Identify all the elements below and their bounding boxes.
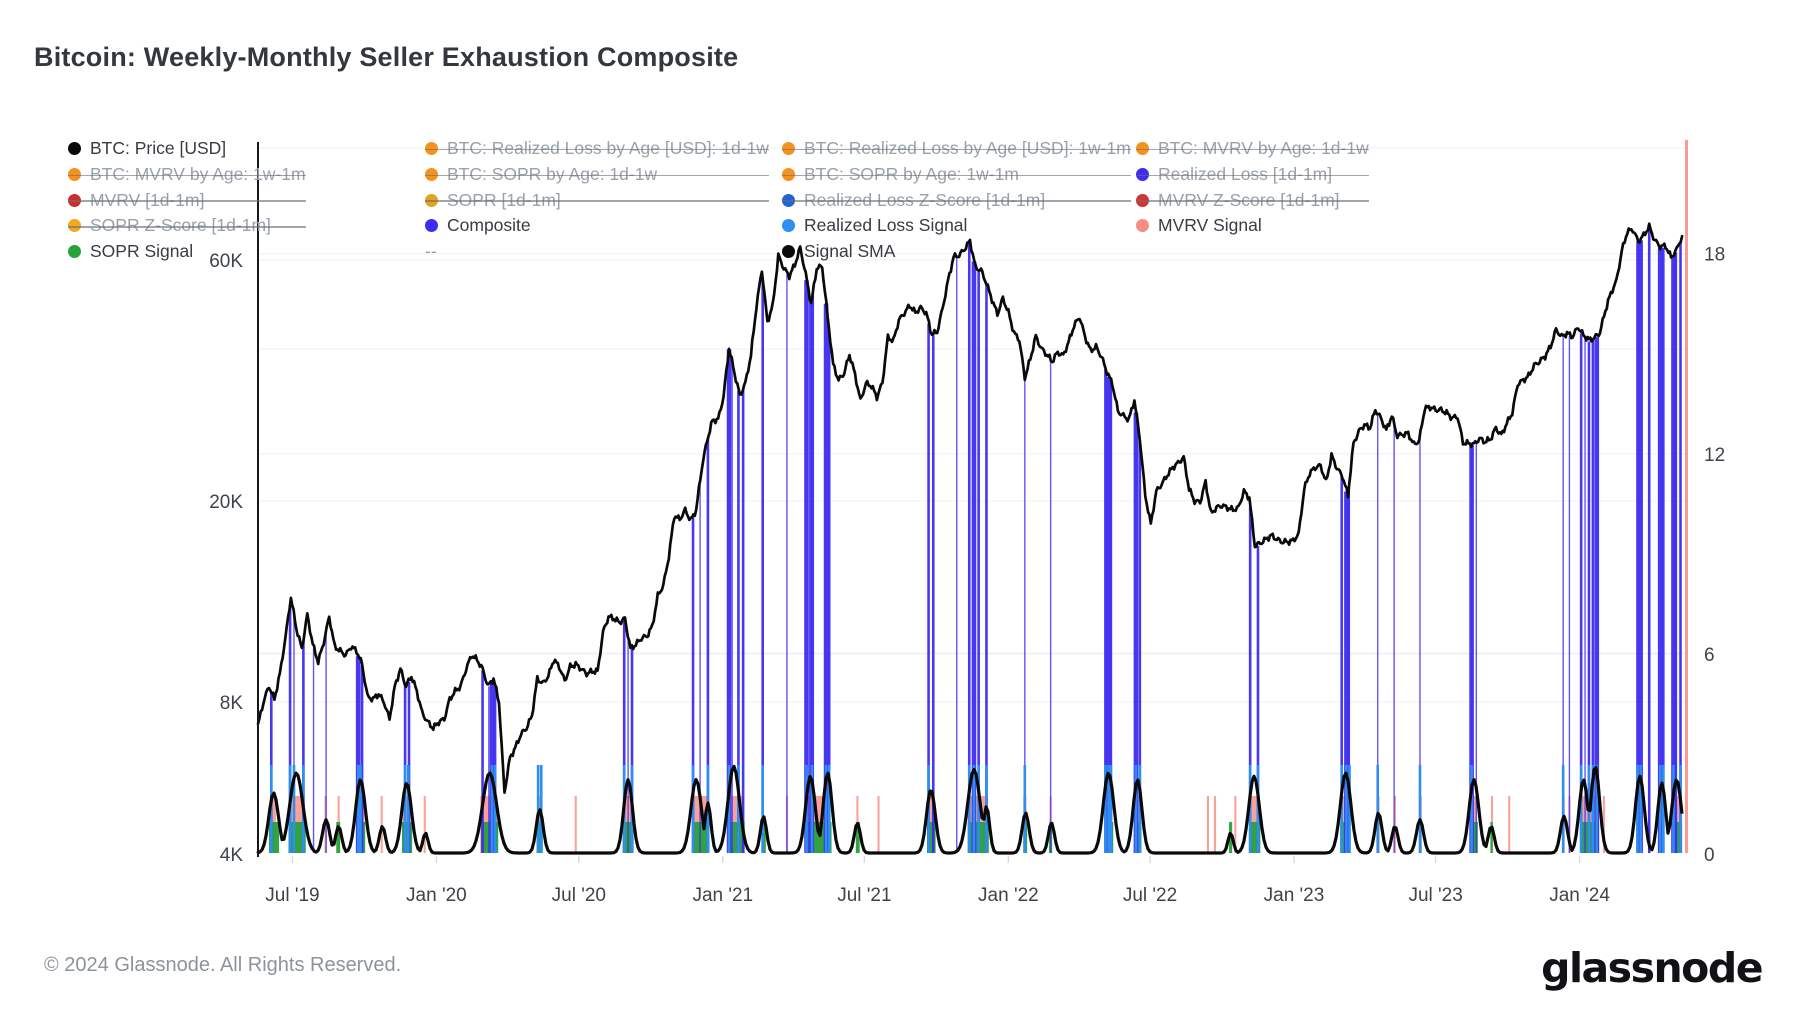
- page-title: Bitcoin: Weekly-Monthly Seller Exhaustio…: [34, 42, 739, 72]
- legend-item-label: --: [425, 241, 437, 262]
- realized-loss-1d-1m-dot-icon: [1136, 168, 1149, 182]
- legend-item-sopr-signal[interactable]: SOPR Signal: [68, 239, 306, 265]
- legend-item-realized-loss-1d-1m[interactable]: Realized Loss [1d-1m]: [1136, 162, 1369, 188]
- legend-item-label: BTC: Realized Loss by Age [USD]: 1d-1w: [447, 138, 769, 159]
- signal-axis-tick: 6: [1704, 645, 1715, 666]
- legend-item-label: Composite: [447, 215, 531, 236]
- legend-item-sopr-z-score-1d-1m[interactable]: SOPR Z-Score [1d-1m]: [68, 213, 306, 239]
- legend-item-label: SOPR [1d-1m]: [447, 189, 561, 210]
- legend-column-2: BTC: Realized Loss by Age [USD]: 1d-1w BT…: [425, 136, 769, 264]
- signal-axis-tick: 12: [1704, 445, 1725, 466]
- legend-item-label: Realized Loss Signal: [804, 215, 968, 236]
- price-axis-tick: 20K: [209, 492, 243, 513]
- legend-item-label: BTC: Realized Loss by Age [USD]: 1w-1m: [804, 138, 1131, 159]
- realized-loss-z-score-1d-1m-dot-icon: [782, 193, 795, 207]
- composite-spikes: [270, 228, 1682, 853]
- x-axis-tick: Jan '24: [1549, 885, 1610, 906]
- sopr-1d-1m-dot-icon: [425, 193, 438, 207]
- x-axis-tick: Jul '21: [837, 885, 891, 906]
- mvrv-1d-1m-dot-icon: [68, 193, 81, 207]
- legend-item-label: BTC: SOPR by Age: 1w-1m: [804, 164, 1019, 185]
- btc-realized-loss-by-age-usd-1d-1w-dot-icon: [425, 142, 438, 156]
- legend-item-label: BTC: MVRV by Age: 1d-1w: [1158, 138, 1369, 159]
- btc-price-usd-dot-icon: [68, 142, 81, 156]
- legend-item-signal-sma[interactable]: Signal SMA: [782, 239, 1131, 265]
- axis-tick-labels: 60K 20K 8K 4K 18 12 6 0 Jul '19 Jan '20 Jul '20 Jan…: [209, 245, 1725, 906]
- legend-item-btc-mvrv-by-age-1d-1w[interactable]: BTC: MVRV by Age: 1d-1w: [1136, 136, 1369, 162]
- x-axis-tick: Jan '23: [1264, 885, 1325, 906]
- legend-item-dash[interactable]: --: [425, 239, 769, 265]
- legend-item-btc-mvrv-by-age-1w-1m[interactable]: BTC: MVRV by Age: 1w-1m: [68, 162, 306, 188]
- x-axis-tick: Jan '21: [692, 885, 753, 906]
- legend-item-mvrv-z-score-1d-1m[interactable]: MVRV Z-Score [1d-1m]: [1136, 187, 1369, 213]
- btc-mvrv-by-age-1d-1w-dot-icon: [1136, 142, 1149, 156]
- realized-loss-signal-dot-icon: [782, 219, 795, 233]
- legend-item-label: BTC: SOPR by Age: 1d-1w: [447, 164, 658, 185]
- legend-column-4: BTC: MVRV by Age: 1d-1w Realized Loss [1d…: [1136, 136, 1369, 239]
- legend-item-label: MVRV Signal: [1158, 215, 1262, 236]
- copyright-text: © 2024 Glassnode. All Rights Reserved.: [44, 954, 402, 976]
- btc-price-line: [256, 222, 1684, 794]
- signal-axis-tick: 0: [1704, 845, 1715, 866]
- legend-item-label: MVRV [1d-1m]: [90, 189, 205, 210]
- legend-item-btc-realized-loss-by-age-usd-1w-1m[interactable]: BTC: Realized Loss by Age [USD]: 1w-1m: [782, 136, 1131, 162]
- signal-sma-dot-icon: [782, 245, 795, 259]
- btc-realized-loss-by-age-usd-1w-1m-dot-icon: [782, 142, 795, 156]
- legend-item-btc-price-usd[interactable]: BTC: Price [USD]: [68, 136, 306, 162]
- glassnode-logo: glassnode: [1541, 944, 1763, 992]
- btc-mvrv-by-age-1w-1m-dot-icon: [68, 168, 81, 182]
- legend-item-realized-loss-z-score-1d-1m[interactable]: Realized Loss Z-Score [1d-1m]: [782, 187, 1131, 213]
- legend-item-label: Signal SMA: [804, 241, 896, 262]
- legend-item-label: SOPR Z-Score [1d-1m]: [90, 215, 271, 236]
- legend-item-btc-sopr-by-age-1w-1m[interactable]: BTC: SOPR by Age: 1w-1m: [782, 162, 1131, 188]
- legend-item-label: Realized Loss Z-Score [1d-1m]: [804, 189, 1046, 210]
- legend-item-btc-sopr-by-age-1d-1w[interactable]: BTC: SOPR by Age: 1d-1w: [425, 162, 769, 188]
- signal-axis-tick: 18: [1704, 245, 1725, 266]
- btc-sopr-by-age-1d-1w-dot-icon: [425, 168, 438, 182]
- btc-sopr-by-age-1w-1m-dot-icon: [782, 168, 795, 182]
- legend-column-3: BTC: Realized Loss by Age [USD]: 1w-1m BT…: [782, 136, 1131, 264]
- sopr-z-score-1d-1m-dot-icon: [68, 219, 81, 233]
- legend-item-label: Realized Loss [1d-1m]: [1158, 164, 1333, 185]
- x-axis-tick: Jul '22: [1123, 885, 1177, 906]
- price-axis-tick: 60K: [209, 251, 243, 272]
- legend-item-mvrv-signal[interactable]: MVRV Signal: [1136, 213, 1369, 239]
- mvrv-z-score-1d-1m-dot-icon: [1136, 193, 1149, 207]
- legend-item-sopr-1d-1m[interactable]: SOPR [1d-1m]: [425, 187, 769, 213]
- price-axis-tick: 4K: [220, 845, 244, 866]
- composite-dot-icon: [425, 219, 438, 233]
- sopr-signal-dot-icon: [68, 245, 81, 259]
- legend-item-realized-loss-signal[interactable]: Realized Loss Signal: [782, 213, 1131, 239]
- x-axis-tick: Jan '20: [406, 885, 467, 906]
- legend-item-label: MVRV Z-Score [1d-1m]: [1158, 189, 1340, 210]
- legend: BTC: Price [USD] BTC: MVRV by Age: 1w-1m M…: [0, 0, 1800, 280]
- legend-item-mvrv-1d-1m[interactable]: MVRV [1d-1m]: [68, 187, 306, 213]
- x-axis-tick: Jul '23: [1408, 885, 1462, 906]
- legend-item-btc-realized-loss-by-age-usd-1d-1w[interactable]: BTC: Realized Loss by Age [USD]: 1d-1w: [425, 136, 769, 162]
- legend-item-label: BTC: Price [USD]: [90, 138, 227, 159]
- price-axis-tick: 8K: [220, 693, 244, 714]
- signal-sma-line: [256, 764, 1684, 855]
- x-axis-tick: Jul '19: [265, 885, 319, 906]
- legend-item-label: SOPR Signal: [90, 241, 194, 262]
- x-axis-tick: Jan '22: [978, 885, 1039, 906]
- mvrv-signal-dot-icon: [1136, 219, 1149, 233]
- legend-item-label: BTC: MVRV by Age: 1w-1m: [90, 164, 306, 185]
- legend-column-1: BTC: Price [USD] BTC: MVRV by Age: 1w-1m M…: [68, 136, 306, 264]
- x-axis-tick: Jul '20: [552, 885, 606, 906]
- legend-item-composite[interactable]: Composite: [425, 213, 769, 239]
